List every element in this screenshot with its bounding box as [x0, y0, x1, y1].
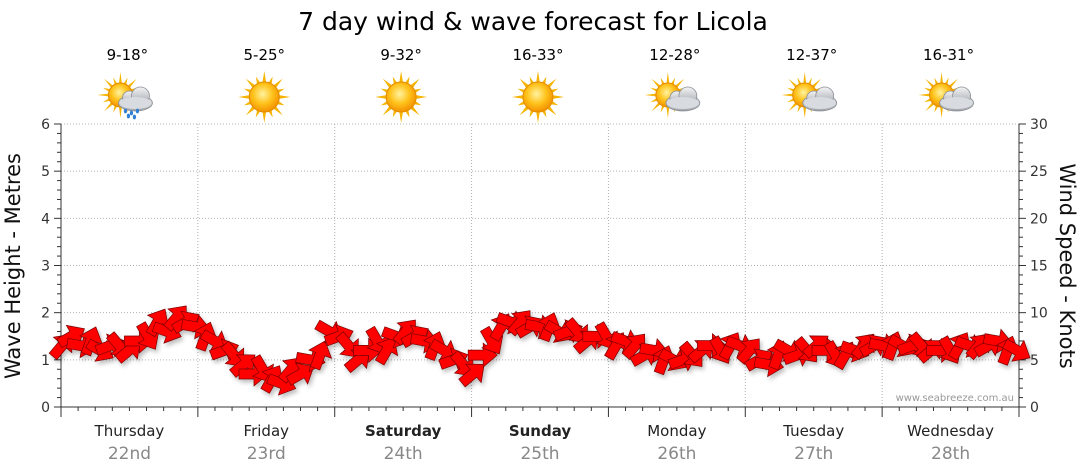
- left-tick-label: 5: [41, 164, 50, 180]
- sun-disc: [522, 81, 554, 113]
- sun-cloud-icon: [918, 72, 974, 118]
- day-header-row: 9-18° 5-25° 9-32° 16-33° 12-28° 12-37° 16-31°: [97, 46, 974, 123]
- left-tick-label: 3: [41, 259, 50, 275]
- right-tick-label: 5: [1030, 353, 1039, 369]
- wind-arrow: [1001, 338, 1031, 362]
- wind-arrows: [48, 305, 1031, 396]
- sun-icon: [512, 71, 564, 123]
- wind-arrow: [458, 363, 485, 388]
- x-date-label: 23rd: [247, 444, 286, 464]
- right-tick-label: 20: [1030, 211, 1048, 227]
- right-axis-ticks: 0 5 10 15 20 25 30: [1030, 117, 1048, 416]
- sun-disc: [385, 81, 417, 113]
- wind-arrow: [374, 336, 399, 366]
- x-day-label: Friday: [244, 422, 290, 440]
- cloud-shape: [939, 86, 974, 112]
- day-temperature: 9-18°: [107, 46, 149, 64]
- x-date-label: 26th: [657, 444, 696, 464]
- x-date-label: 22nd: [108, 444, 151, 464]
- sun-disc: [248, 81, 280, 113]
- left-axis-label: Wave Height - Metres: [1, 153, 25, 379]
- sun-cloud-rain-icon: [97, 72, 153, 120]
- left-tick-label: 1: [41, 353, 50, 369]
- right-tick-label: 0: [1030, 400, 1039, 416]
- day-temperature: 16-31°: [923, 46, 974, 64]
- cloud-shape: [802, 86, 838, 112]
- credit-text: www.seabreeze.com.au: [896, 393, 1014, 404]
- wind-arrow: [285, 362, 315, 386]
- day-temperature: 16-33°: [512, 46, 563, 64]
- x-date-label: 27th: [794, 444, 833, 464]
- sun-icon: [238, 71, 291, 123]
- right-tick-label: 10: [1030, 306, 1048, 322]
- x-day-label: Thursday: [94, 422, 165, 440]
- left-tick-label: 4: [41, 211, 50, 227]
- day-temperature: 12-28°: [649, 46, 700, 64]
- sun-cloud-icon: [644, 72, 701, 118]
- x-day-label: Sunday: [509, 422, 572, 440]
- rain-drops: [123, 108, 140, 120]
- left-tick-label: 2: [41, 306, 50, 322]
- gridlines: [61, 123, 1019, 407]
- wind-arrow: [308, 340, 333, 371]
- left-tick-label: 6: [41, 117, 50, 133]
- wind-arrow: [564, 317, 588, 344]
- left-tick-label: 0: [41, 400, 50, 416]
- plot-area: [61, 124, 1019, 407]
- x-date-label: 25th: [520, 444, 559, 464]
- day-temperature: 12-37°: [786, 46, 837, 64]
- x-axis-labels: Thursday 22nd Friday 23rd Saturday 24th Sunday…: [94, 422, 995, 464]
- right-tick-label: 30: [1030, 117, 1048, 133]
- wind-arrow: [220, 340, 245, 368]
- x-day-label: Tuesday: [782, 422, 844, 440]
- right-tick-label: 15: [1030, 259, 1048, 275]
- day-temperature: 9-32°: [380, 46, 422, 64]
- sun-cloud-icon: [781, 72, 838, 118]
- x-date-label: 24th: [384, 444, 423, 464]
- right-axis-label: Wind Speed - Knots: [1055, 163, 1079, 368]
- sun-icon: [375, 71, 428, 123]
- x-day-label: Saturday: [365, 422, 442, 440]
- x-day-label: Wednesday: [907, 422, 994, 440]
- x-day-label: Monday: [647, 422, 706, 440]
- day-temperature: 5-25°: [244, 46, 286, 64]
- right-tick-label: 25: [1030, 164, 1048, 180]
- cloud-shape: [118, 86, 153, 112]
- cloud-shape: [665, 86, 701, 112]
- x-date-label: 28th: [931, 444, 970, 464]
- chart-title: 7 day wind & wave forecast for Licola: [298, 7, 768, 36]
- left-axis-ticks: 0 1 2 3 4 5 6: [41, 117, 50, 416]
